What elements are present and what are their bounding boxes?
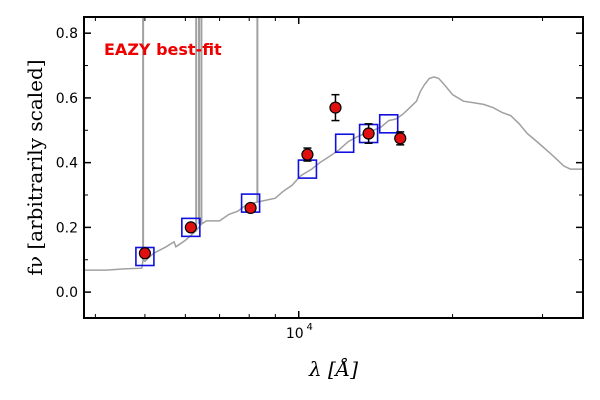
y-tick-label: 0.0	[56, 285, 78, 301]
y-tick-label: 0.4	[56, 156, 78, 172]
annotation-label: EAZY best-fit	[104, 40, 222, 59]
observed-point	[301, 148, 314, 161]
observed-point	[394, 132, 407, 145]
y-tick-label: 0.8	[56, 26, 78, 42]
model-box	[378, 114, 399, 134]
model-box	[334, 133, 355, 154]
axis-ticks: 0.0 0.2 0.4 0.6 0.8 10 4	[56, 17, 583, 342]
observed-photometry-series	[138, 93, 407, 260]
y-tick-label: 0.6	[56, 91, 78, 107]
x-tick-exponent: 4	[307, 322, 313, 333]
plot-frame	[83, 16, 584, 319]
observed-point	[244, 201, 257, 215]
y-axis-label: fν [arbitrarily scaled]	[23, 59, 47, 275]
y-tick-label: 0.2	[56, 220, 78, 236]
observed-point	[329, 101, 342, 114]
x-axis-label: λ [Å]	[308, 356, 358, 381]
model-box	[181, 217, 201, 238]
observed-point	[184, 221, 197, 234]
observed-point	[138, 247, 152, 260]
x-tick-label: 10	[286, 326, 304, 342]
observed-point	[362, 127, 375, 140]
emission-lines	[142, 17, 259, 260]
